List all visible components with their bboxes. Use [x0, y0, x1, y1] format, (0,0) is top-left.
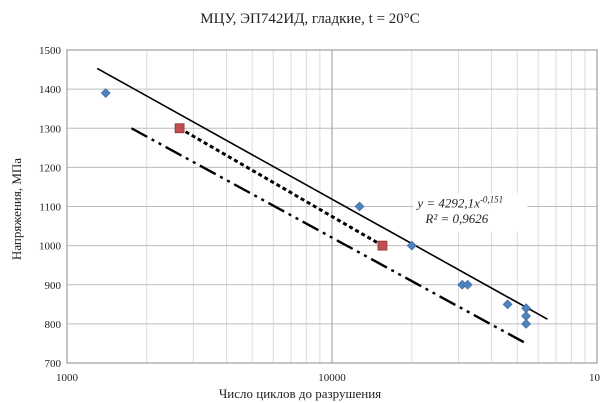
y-tick-label: 1500	[39, 45, 62, 57]
y-tick-label: 1400	[39, 84, 62, 96]
trend-lines	[96, 67, 548, 345]
y-tick-label: 800	[45, 319, 62, 331]
y-tick-label: 1200	[39, 162, 62, 174]
r-squared-value: R² = 0,9626	[424, 211, 488, 226]
y-tick-label: 1000	[39, 241, 62, 253]
y-tick-label: 900	[45, 280, 62, 292]
y-axis-ticks: 700 800 900 1000 1100 1200 1300 1400 1500	[39, 45, 62, 370]
data-point-diamond	[354, 201, 365, 212]
data-point-square	[377, 240, 388, 251]
regression-equation: y = 4292,1x-0,151	[415, 195, 503, 211]
x-tick-label: 10000	[318, 372, 346, 384]
x-tick-label: 10	[589, 372, 601, 384]
data-point-diamond	[462, 279, 473, 290]
data-points	[100, 88, 532, 329]
data-point-diamond	[406, 240, 417, 251]
x-axis-label: Число циклов до разрушения	[219, 386, 381, 401]
solid-trend-line	[96, 67, 548, 320]
data-point-diamond	[502, 299, 513, 310]
y-tick-label: 700	[45, 358, 62, 370]
data-point-diamond	[100, 88, 111, 98]
data-point-square	[174, 123, 185, 134]
plot-area-frame	[66, 49, 598, 364]
dash-dot-dot-trend-line	[130, 127, 527, 345]
x-axis-ticks: 1000 10000 10	[56, 372, 601, 384]
y-tick-label: 1100	[39, 202, 61, 214]
data-point-diamond	[521, 318, 532, 329]
chart-title: МЦУ, ЭП742ИД, гладкие, t = 20°C	[200, 11, 419, 27]
annotation-background	[413, 193, 528, 232]
y-tick-label: 1300	[39, 123, 62, 135]
y-axis-label: Напряжения, МПа	[9, 158, 24, 260]
x-tick-label: 1000	[56, 372, 79, 384]
